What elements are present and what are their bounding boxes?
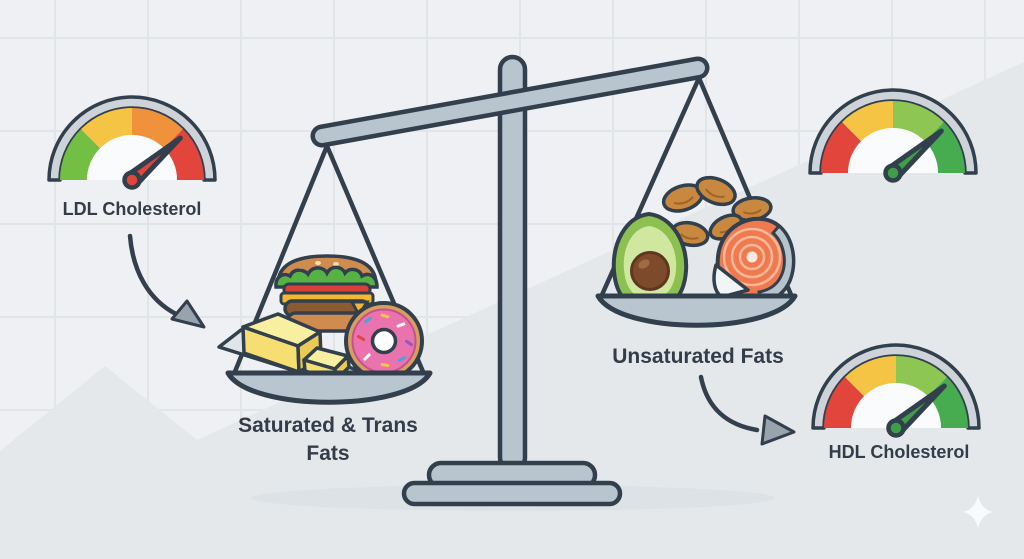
salmon-icon	[712, 216, 796, 304]
gauge-needle	[886, 383, 947, 438]
arrowhead-icon	[760, 414, 796, 446]
ldl-label: LDL Cholesterol	[63, 199, 202, 219]
gauge-needle	[883, 128, 944, 183]
ldl-gauge-icon	[47, 95, 217, 190]
salmon-rings	[722, 227, 782, 287]
avocado-icon	[611, 211, 689, 312]
avocado-pit	[630, 251, 670, 291]
donut-icon	[344, 301, 424, 381]
saturated-fats-foods	[217, 254, 433, 405]
unsaturated-fats-label: Unsaturated Fats	[612, 345, 784, 368]
lettuce	[274, 265, 379, 289]
saturated-fats-label-line2: Fats	[306, 442, 349, 465]
saturated-fats-label-line1: Saturated & Trans	[238, 414, 418, 437]
arrowhead-icon	[170, 299, 206, 329]
salmon-skin	[757, 223, 795, 304]
burger-icon	[274, 254, 379, 333]
gauge-needle	[122, 135, 183, 190]
top-right-gauge-icon	[808, 88, 978, 183]
unsaturated-fats-foods	[595, 175, 798, 328]
left-pan	[225, 370, 433, 405]
scale-post	[497, 54, 528, 473]
scale-base-bottom	[401, 480, 623, 507]
hdl-gauge-icon	[811, 343, 981, 438]
balance-scale	[231, 54, 795, 507]
sprinkles	[356, 313, 413, 368]
hdl-arrow	[698, 374, 796, 446]
gauge-segments	[824, 356, 968, 428]
ldl-arrow	[127, 233, 206, 329]
scale-beam	[315, 61, 705, 143]
right-pan	[595, 293, 798, 328]
hdl-label: HDL Cholesterol	[829, 442, 970, 462]
sparkle-icon	[963, 496, 993, 528]
pan-strings	[231, 75, 795, 377]
